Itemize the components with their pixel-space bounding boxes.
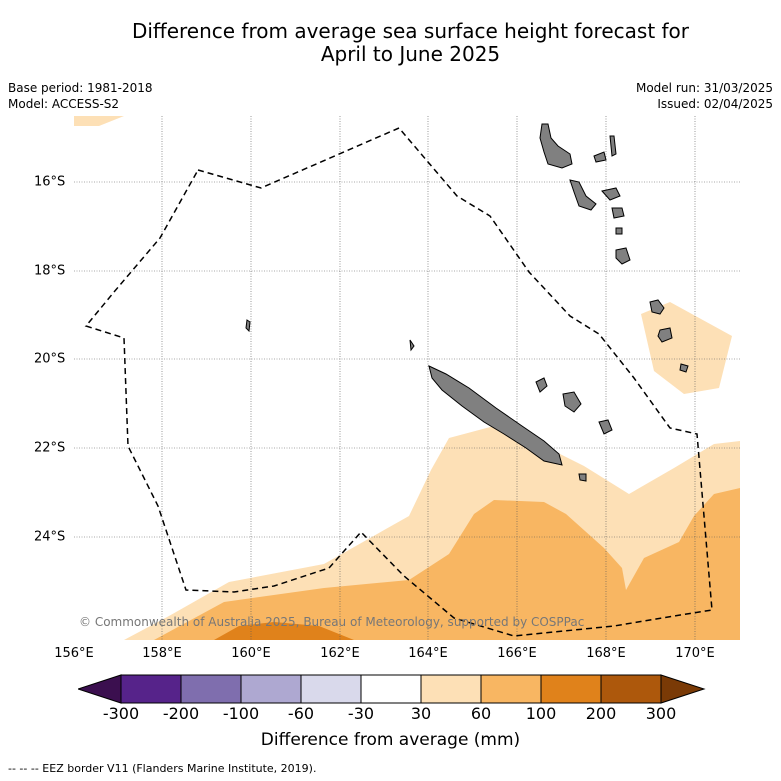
fiji-vanua-levu-like — [657, 327, 673, 343]
colorbar-segment — [360, 674, 422, 704]
colorbar-tick-label: 200 — [585, 704, 617, 723]
anomaly-30-60-top — [74, 116, 124, 126]
colorbar-tick-label: -30 — [347, 704, 375, 723]
x-tick-156e: 156°E — [54, 646, 94, 661]
title-line-1: Difference from average sea surface heig… — [131, 19, 690, 43]
map-area: © Commonwealth of Australia 2025, Bureau… — [74, 116, 740, 640]
eez-footnote: -- -- -- EEZ border V11 (Flanders Marine… — [8, 762, 317, 775]
colorbar-tick-label: -100 — [222, 704, 260, 723]
colorbar-extend-low — [78, 674, 122, 704]
graticule — [74, 116, 740, 640]
anomaly-30-60-east — [641, 302, 732, 394]
belep-islet — [409, 339, 415, 352]
colorbar-segment — [600, 674, 662, 704]
loyalty-island-3 — [598, 419, 613, 435]
vanuatu-pentecost — [609, 135, 617, 157]
x-tick-166e: 166°E — [497, 646, 537, 661]
title-line-2: April to June 2025 — [320, 42, 501, 66]
meta-left: Base period: 1981-2018 Model: ACCESS-S2 — [8, 80, 153, 112]
anomaly-100-200 — [214, 622, 354, 640]
vanuatu-tanna — [615, 247, 631, 265]
vanuatu-erromango — [611, 207, 625, 219]
colorbar-tick-label: -300 — [102, 704, 140, 723]
anomaly-60-100 — [154, 488, 740, 640]
map-title: Difference from average sea surface heig… — [0, 20, 781, 66]
eez-border — [84, 127, 713, 637]
model-run: Model run: 31/03/2025 — [635, 81, 773, 95]
y-tick-16s: 16°S — [34, 174, 66, 190]
land-masses — [245, 123, 689, 482]
y-tick-18s: 18°S — [34, 263, 66, 279]
fiji-viti-levu-like — [649, 299, 665, 315]
colorbar-tick-label: 30 — [410, 704, 432, 723]
fiji-small-isle — [679, 363, 689, 373]
vanuatu-efate — [601, 187, 621, 201]
vanuatu-small-isle — [615, 227, 623, 235]
colorbar-title: Difference from average (mm) — [260, 730, 521, 750]
y-tick-20s: 20°S — [34, 351, 66, 367]
loyalty-island-1 — [535, 377, 548, 393]
y-tick-24s: 24°S — [34, 529, 66, 545]
base-period: Base period: 1981-2018 — [8, 81, 153, 95]
colorbar-tick-label: 100 — [525, 704, 557, 723]
loyalty-island-2 — [562, 391, 582, 413]
meta-right: Model run: 31/03/2025 Issued: 02/04/2025 — [636, 80, 773, 112]
colorbar-extend-high — [660, 674, 706, 704]
vanuatu-malekula — [569, 179, 597, 211]
colorbar-segment — [180, 674, 242, 704]
chesterfield-islet — [245, 319, 251, 333]
issued-date: Issued: 02/04/2025 — [657, 97, 773, 111]
colorbar-tick-label: 60 — [470, 704, 492, 723]
colorbar-segment — [540, 674, 602, 704]
vanuatu-ambrym — [593, 151, 607, 163]
colorbar-segment — [480, 674, 542, 704]
x-tick-158e: 158°E — [142, 646, 182, 661]
colorbar-tick-label: 300 — [645, 704, 677, 723]
colorbar-segment — [420, 674, 482, 704]
isle-of-pines — [578, 473, 587, 482]
x-tick-162e: 162°E — [320, 646, 360, 661]
colorbar-segment — [240, 674, 302, 704]
x-tick-168e: 168°E — [586, 646, 626, 661]
colorbar-tick-label: -200 — [162, 704, 200, 723]
x-tick-164e: 164°E — [408, 646, 448, 661]
x-tick-160e: 160°E — [231, 646, 271, 661]
vanuatu-espiritu-santo — [539, 123, 573, 169]
copyright-notice: © Commonwealth of Australia 2025, Bureau… — [79, 615, 584, 629]
x-tick-170e: 170°E — [675, 646, 715, 661]
colorbar-segment — [120, 674, 182, 704]
colorbar — [78, 674, 706, 704]
new-caledonia-island — [428, 365, 563, 466]
colorbar-tick-label: -60 — [287, 704, 315, 723]
y-tick-22s: 22°S — [34, 440, 66, 456]
colorbar-segment — [300, 674, 362, 704]
model-name: Model: ACCESS-S2 — [8, 97, 120, 111]
